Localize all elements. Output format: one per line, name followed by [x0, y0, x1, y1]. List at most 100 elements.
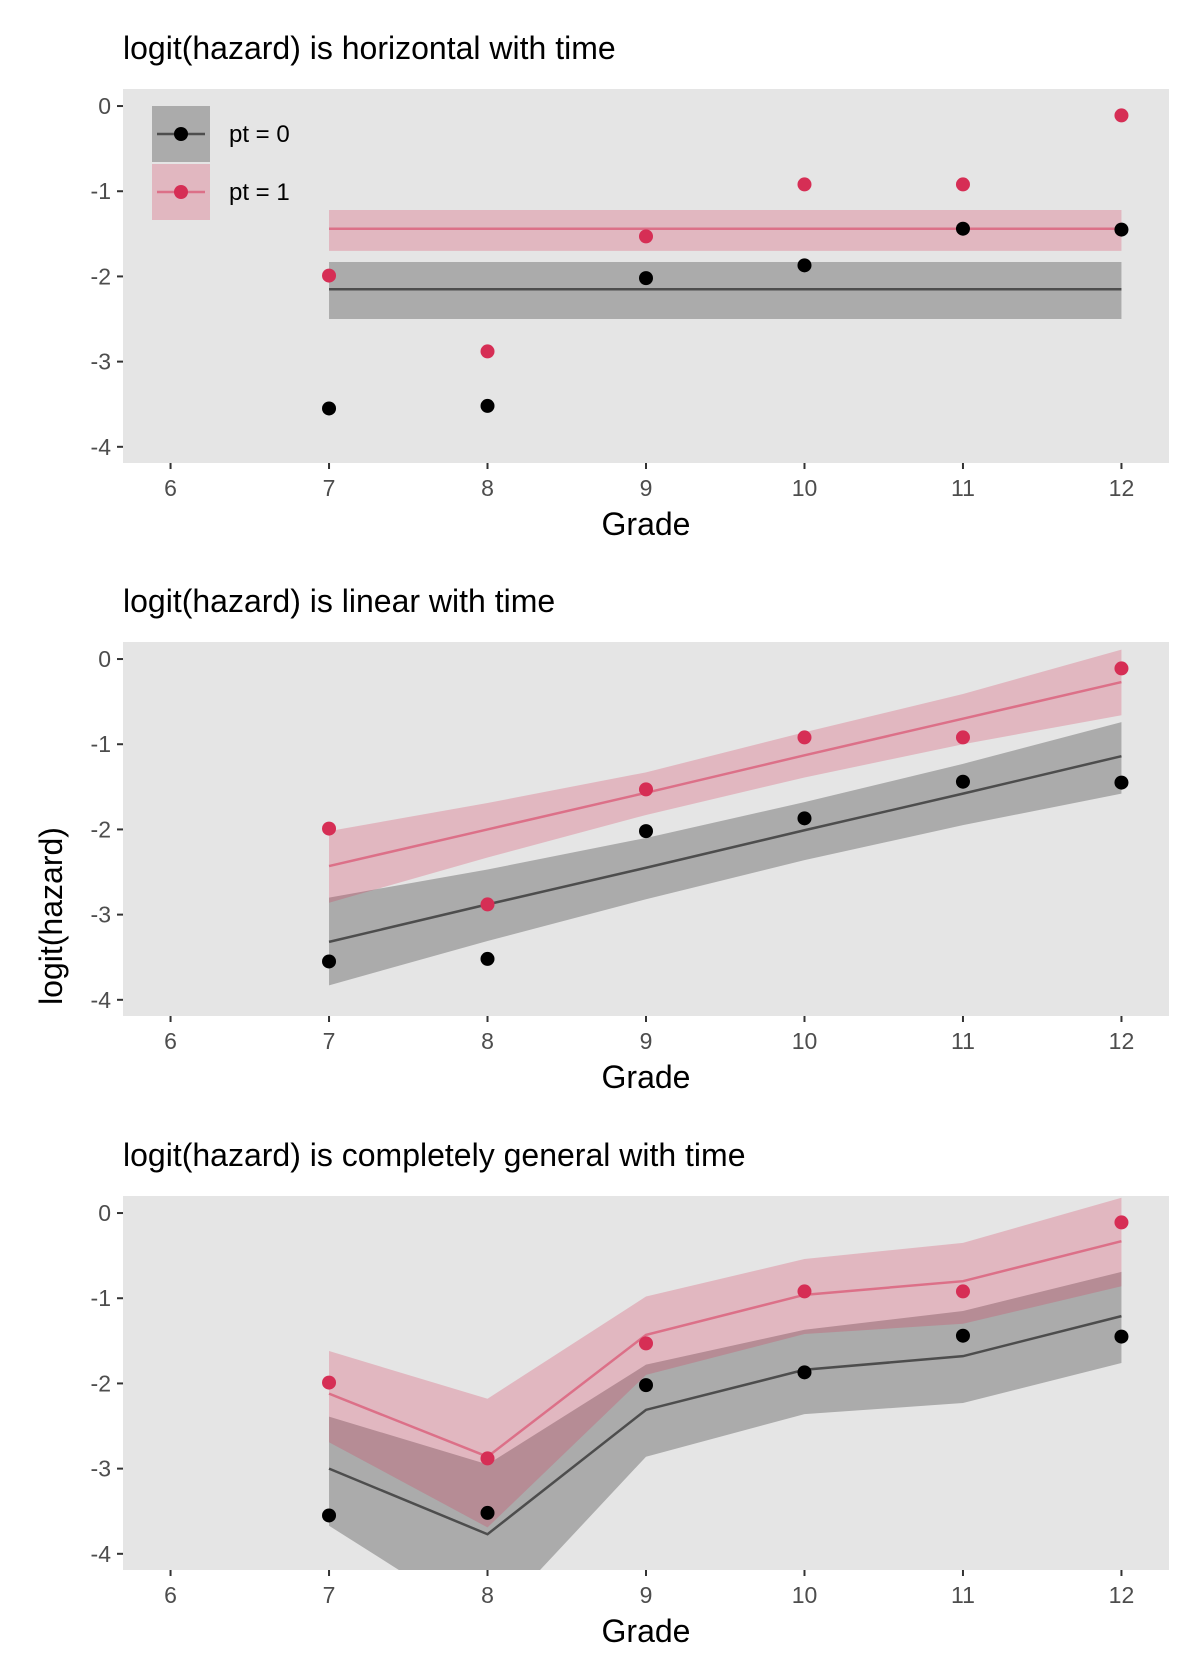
- data-point-pt1: [1114, 661, 1129, 676]
- fitted-line-pt1: [328, 680, 1122, 868]
- panel-title: logit(hazard) is linear with time: [123, 583, 555, 619]
- data-point-pt1: [955, 177, 970, 192]
- y-tick-label: -1: [91, 731, 111, 757]
- data-point-pt0: [1114, 775, 1129, 790]
- data-point-pt1: [480, 897, 495, 912]
- x-tick-label: 11: [951, 1028, 975, 1054]
- confidence-ribbon-pt0: [329, 722, 1122, 986]
- data-point-pt0: [1114, 222, 1129, 237]
- x-axis-title: Grade: [602, 1059, 691, 1095]
- data-point-pt1: [1114, 1215, 1129, 1230]
- legend-label: pt = 0: [229, 121, 290, 148]
- data-point-pt0: [639, 1378, 653, 1393]
- plot-area: [322, 108, 1129, 416]
- x-tick-label: 8: [481, 475, 494, 501]
- fitted-line-pt0: [328, 1314, 1122, 1536]
- x-tick-label: 9: [640, 1582, 653, 1608]
- x-axis-title: Grade: [602, 506, 691, 542]
- y-axis-label: logit(hazard): [33, 827, 69, 1005]
- confidence-ribbon-pt0: [329, 261, 1122, 320]
- data-point-pt1: [639, 782, 653, 797]
- x-tick-label: 8: [481, 1028, 494, 1054]
- data-point-pt0: [797, 811, 812, 826]
- panel-2: logit(hazard) is linear with time 0 -1 -2 -3…: [91, 583, 1169, 1095]
- y-tick-label: -2: [91, 1370, 111, 1396]
- x-tick-label: 6: [164, 1028, 177, 1054]
- x-tick-label: 10: [792, 475, 818, 501]
- data-point-pt0: [797, 258, 812, 273]
- data-point-pt1: [322, 1375, 337, 1390]
- confidence-ribbon-pt1: [329, 209, 1122, 251]
- data-point-pt1: [322, 268, 337, 283]
- legend-key-point: [174, 127, 188, 141]
- y-tick-label: 0: [98, 93, 111, 119]
- data-point-pt0: [955, 221, 970, 236]
- y-tick-label: -3: [91, 1456, 111, 1482]
- y-tick-label: 0: [98, 1200, 111, 1226]
- data-point-pt1: [480, 344, 495, 359]
- data-point-pt1: [639, 229, 653, 244]
- x-tick-label: 7: [323, 475, 336, 501]
- x-tick-label: 6: [164, 1582, 177, 1608]
- panel-1: logit(hazard) is horizontal with time 0 -1…: [91, 30, 1169, 542]
- x-tick-label: 7: [323, 1582, 336, 1608]
- x-tick-label: 9: [640, 475, 653, 501]
- x-tick-label: 12: [1109, 475, 1135, 501]
- legend-key-point: [174, 185, 188, 199]
- y-tick-label: -1: [91, 178, 111, 204]
- data-point-pt0: [480, 398, 495, 413]
- x-tick-label: 6: [164, 475, 177, 501]
- data-point-pt0: [797, 1365, 812, 1380]
- y-tick-label: 0: [98, 646, 111, 672]
- x-tick-label: 11: [951, 475, 975, 501]
- fitted-line-pt0: [328, 754, 1122, 944]
- data-point-pt0: [1114, 1329, 1129, 1344]
- data-point-pt1: [955, 1284, 970, 1299]
- data-point-pt1: [639, 1336, 653, 1351]
- data-point-pt0: [480, 1505, 495, 1520]
- x-tick-label: 12: [1109, 1028, 1135, 1054]
- legend: pt = 0 pt = 1: [152, 106, 290, 220]
- y-tick-label: -2: [91, 816, 111, 842]
- x-tick-label: 10: [792, 1028, 818, 1054]
- plot-area: [322, 1197, 1129, 1570]
- y-tick-label: -2: [91, 263, 111, 289]
- plot-area: [322, 649, 1129, 986]
- y-tick-label: -1: [91, 1285, 111, 1311]
- data-point-pt0: [955, 1328, 970, 1343]
- legend-label: pt = 1: [229, 179, 290, 206]
- data-point-pt1: [1114, 108, 1129, 123]
- y-tick-label: -4: [91, 1541, 112, 1567]
- fitted-line-pt1: [328, 1239, 1122, 1459]
- y-tick-label: -4: [91, 987, 112, 1013]
- panel-3: logit(hazard) is completely general with…: [91, 1137, 1169, 1649]
- data-point-pt1: [797, 177, 812, 192]
- y-tick-label: -4: [91, 434, 112, 460]
- data-point-pt0: [639, 271, 653, 286]
- data-point-pt0: [322, 954, 337, 969]
- x-tick-label: 11: [951, 1582, 975, 1608]
- data-point-pt0: [322, 401, 337, 416]
- data-point-pt1: [955, 730, 970, 745]
- data-point-pt0: [480, 951, 495, 966]
- x-tick-label: 7: [323, 1028, 336, 1054]
- data-point-pt1: [797, 1284, 812, 1299]
- data-point-pt0: [955, 774, 970, 789]
- y-tick-label: -3: [91, 902, 111, 928]
- x-tick-label: 10: [792, 1582, 818, 1608]
- x-tick-label: 8: [481, 1582, 494, 1608]
- data-point-pt1: [480, 1451, 495, 1466]
- confidence-ribbon-pt1: [329, 1197, 1122, 1528]
- confidence-ribbon-pt1: [329, 649, 1122, 903]
- panel-title: logit(hazard) is horizontal with time: [123, 30, 616, 66]
- data-point-pt0: [639, 824, 653, 839]
- x-tick-label: 12: [1109, 1582, 1135, 1608]
- panel-title: logit(hazard) is completely general with…: [123, 1137, 745, 1173]
- data-point-pt1: [797, 730, 812, 745]
- y-tick-label: -3: [91, 349, 111, 375]
- data-point-pt1: [322, 821, 337, 836]
- confidence-ribbon-pt0: [329, 1271, 1122, 1570]
- data-point-pt0: [322, 1508, 337, 1523]
- x-axis-title: Grade: [602, 1613, 691, 1649]
